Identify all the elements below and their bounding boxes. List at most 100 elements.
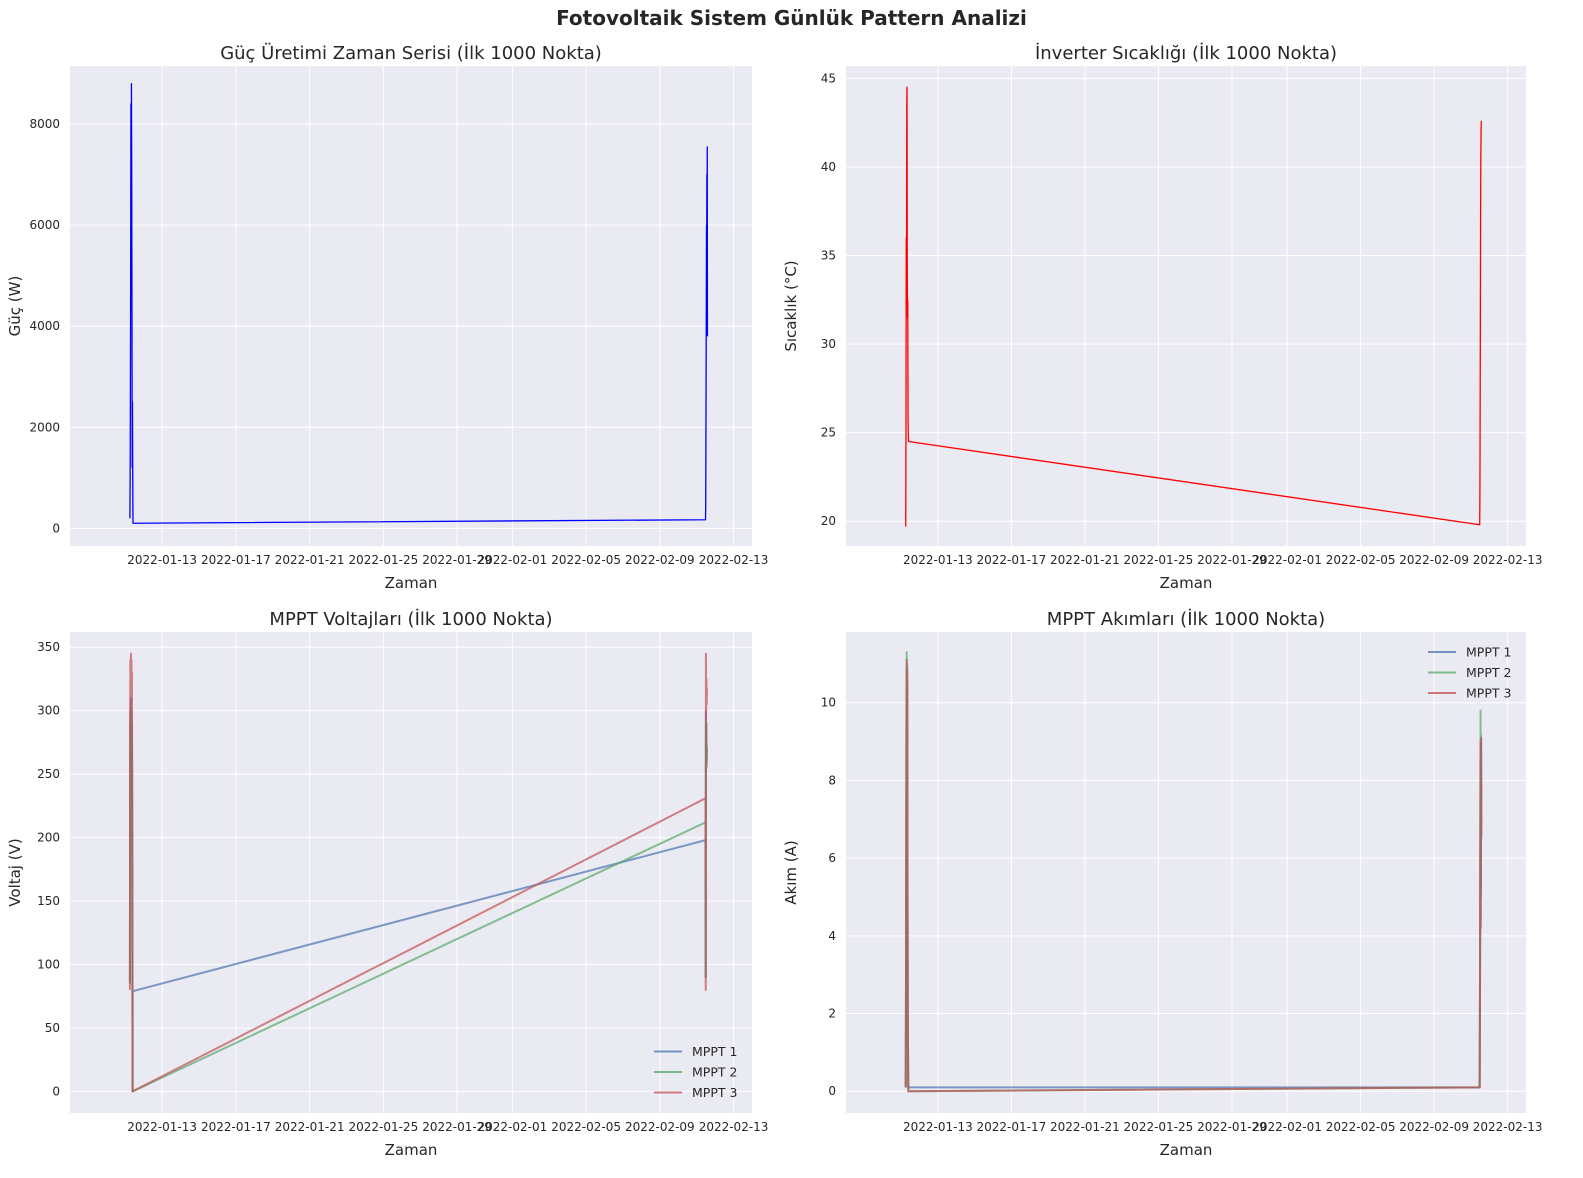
plot-background — [70, 632, 752, 1113]
plot-background — [846, 66, 1526, 546]
plot-background — [846, 632, 1526, 1113]
y-tick-label: 0 — [52, 521, 60, 535]
y-axis-label: Sıcaklık (°C) — [782, 260, 800, 351]
x-tick-label: 2022-01-25 — [1124, 1120, 1194, 1134]
x-tick-label: 2022-01-25 — [1124, 553, 1194, 567]
x-tick-label: 2022-02-09 — [1399, 553, 1469, 567]
y-tick-label: 6 — [828, 851, 836, 865]
y-tick-label: 35 — [821, 249, 836, 263]
x-tick-label: 2022-01-21 — [1050, 553, 1120, 567]
y-tick-label: 300 — [37, 704, 60, 718]
legend-entry-label: MPPT 2 — [692, 1065, 737, 1080]
x-tick-label: 2022-01-13 — [127, 553, 197, 567]
x-tick-label: 2022-02-09 — [1399, 1120, 1469, 1134]
x-tick-label: 2022-02-09 — [625, 1120, 695, 1134]
y-tick-label: 250 — [37, 767, 60, 781]
x-tick-label: 2022-02-01 — [478, 553, 548, 567]
y-tick-label: 350 — [37, 640, 60, 654]
x-tick-label: 2022-02-01 — [478, 1120, 548, 1134]
power-chart: 2022-01-13 2022-01-17 2022-01-21 2022-01-25… — [6, 42, 768, 592]
x-axis-label: Zaman — [385, 574, 438, 592]
legend: MPPT 1 MPPT 2 MPPT 3 — [1428, 645, 1511, 701]
chart-title: İnverter Sıcaklığı (İlk 1000 Nokta) — [1035, 43, 1337, 64]
x-tick-label: 2022-02-13 — [699, 553, 769, 567]
y-tick-label: 150 — [37, 894, 60, 908]
x-tick-label: 2022-02-13 — [1473, 553, 1543, 567]
x-axis-label: Zaman — [1160, 574, 1213, 592]
y-tick-label: 6000 — [29, 218, 60, 232]
plot-area: 2022-01-13 2022-01-17 2022-01-21 2022-01-25… — [6, 609, 768, 1159]
x-axis-label: Zaman — [385, 1141, 438, 1159]
legend-entry-label: MPPT 3 — [1466, 686, 1511, 701]
x-tick-label: 2022-02-09 — [625, 553, 695, 567]
y-tick-label: 8 — [828, 773, 836, 787]
chart-title: Güç Üretimi Zaman Serisi (İlk 1000 Nokta… — [220, 42, 602, 64]
series-line-power — [129, 83, 709, 524]
y-axis-label: Akım (A) — [782, 840, 800, 904]
legend-entry-label: MPPT 3 — [692, 1085, 737, 1100]
y-tick-label: 200 — [37, 831, 60, 845]
series-line-mppt-3 — [904, 658, 1483, 1093]
y-tick-label: 4000 — [29, 319, 60, 333]
legend: MPPT 1 MPPT 2 MPPT 3 — [654, 1044, 737, 1100]
y-tick-label: 10 — [821, 696, 836, 710]
chart-title: MPPT Voltajları (İlk 1000 Nokta) — [269, 609, 552, 630]
legend-entry-label: MPPT 2 — [1466, 665, 1511, 680]
y-tick-label: 2000 — [29, 420, 60, 434]
legend-entry-label: MPPT 1 — [1466, 645, 1511, 660]
plot-background — [70, 66, 752, 546]
y-tick-label: 100 — [37, 958, 60, 972]
x-tick-label: 2022-02-05 — [1326, 553, 1396, 567]
x-tick-label: 2022-01-29 — [422, 553, 492, 567]
y-tick-label: 45 — [821, 71, 836, 85]
figure-suptitle: Fotovoltaik Sistem Günlük Pattern Analiz… — [556, 6, 1027, 30]
y-tick-label: 40 — [821, 160, 836, 174]
y-axis-label: Güç (W) — [6, 276, 24, 337]
y-tick-label: 0 — [52, 1084, 60, 1098]
grid — [846, 66, 1526, 546]
x-tick-label: 2022-02-13 — [699, 1120, 769, 1134]
x-tick-label: 2022-02-01 — [1252, 553, 1322, 567]
x-tick-label: 2022-02-05 — [551, 1120, 621, 1134]
x-tick-label: 2022-01-21 — [275, 553, 345, 567]
plot-area: 2022-01-13 2022-01-17 2022-01-21 2022-01-25… — [782, 43, 1542, 592]
x-tick-label: 2022-01-21 — [275, 1120, 345, 1134]
y-tick-label: 8000 — [29, 117, 60, 131]
y-tick-label: 20 — [821, 514, 836, 528]
mppt-voltage-chart: 2022-01-13 2022-01-17 2022-01-21 2022-01-25… — [6, 609, 768, 1159]
plot-area: 2022-01-13 2022-01-17 2022-01-21 2022-01-25… — [782, 609, 1542, 1159]
temperature-chart: 2022-01-13 2022-01-17 2022-01-21 2022-01-25… — [782, 43, 1542, 592]
y-axis-label: Voltaj (V) — [6, 838, 24, 906]
x-tick-label: 2022-01-29 — [1197, 553, 1267, 567]
x-axis-label: Zaman — [1160, 1141, 1213, 1159]
x-tick-label: 2022-01-13 — [127, 1120, 197, 1134]
x-tick-label: 2022-01-17 — [201, 1120, 271, 1134]
x-tick-label: 2022-01-13 — [903, 1120, 973, 1134]
x-tick-label: 2022-02-13 — [1473, 1120, 1543, 1134]
y-tick-label: 4 — [828, 929, 836, 943]
plot-area: 2022-01-13 2022-01-17 2022-01-21 2022-01-25… — [6, 42, 768, 592]
series-line-temperature — [905, 86, 1482, 527]
x-tick-label: 2022-01-17 — [201, 553, 271, 567]
y-tick-label: 50 — [45, 1021, 60, 1035]
series-line-mppt-3 — [128, 652, 708, 1093]
x-tick-label: 2022-01-25 — [348, 1120, 418, 1134]
mppt-current-chart: 2022-01-13 2022-01-17 2022-01-21 2022-01-25… — [782, 609, 1542, 1159]
grid — [70, 66, 752, 546]
x-tick-label: 2022-01-21 — [1050, 1120, 1120, 1134]
x-tick-label: 2022-01-25 — [348, 553, 418, 567]
grid — [70, 632, 752, 1113]
y-tick-label: 25 — [821, 426, 836, 440]
y-tick-label: 2 — [828, 1007, 836, 1021]
x-tick-label: 2022-01-17 — [977, 1120, 1047, 1134]
x-tick-label: 2022-01-17 — [977, 553, 1047, 567]
y-tick-label: 30 — [821, 337, 836, 351]
chart-title: MPPT Akımları (İlk 1000 Nokta) — [1047, 609, 1325, 630]
legend-entry-label: MPPT 1 — [692, 1044, 737, 1059]
x-tick-label: 2022-01-29 — [1197, 1120, 1267, 1134]
x-tick-label: 2022-01-29 — [422, 1120, 492, 1134]
x-tick-label: 2022-02-05 — [551, 553, 621, 567]
x-tick-label: 2022-01-13 — [903, 553, 973, 567]
y-tick-label: 0 — [828, 1084, 836, 1098]
